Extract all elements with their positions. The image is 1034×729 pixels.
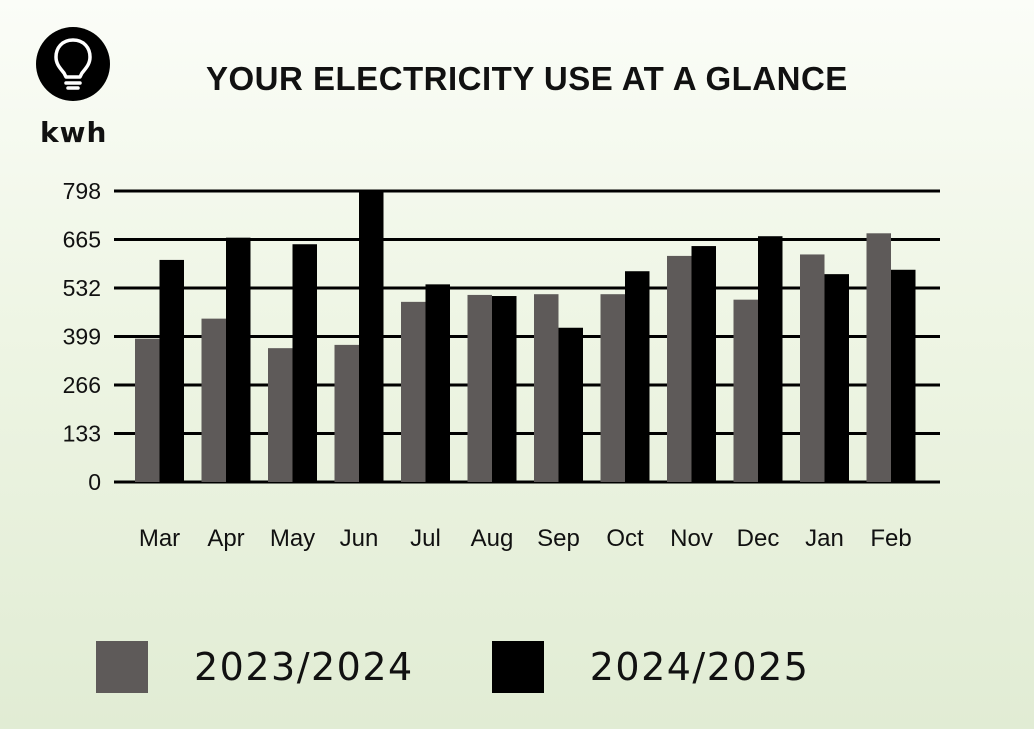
x-tick-label: Oct [606,525,644,552]
x-tick-label: Nov [670,525,713,552]
x-tick-label: Feb [870,525,911,552]
lightbulb-icon [36,27,110,101]
x-tick-label: Aug [471,525,514,552]
bars [135,191,916,482]
bar-sep-series-0 [534,294,559,482]
legend-swatch-2023-2024 [96,641,148,693]
x-tick-label: Dec [737,525,780,552]
y-tick-label: 532 [63,275,101,301]
bar-nov-series-1 [691,246,716,482]
bar-feb-series-1 [891,269,916,482]
x-tick-label: Jan [805,525,844,552]
chart-title: YOUR ELECTRICITY USE AT A GLANCE [206,60,848,97]
bar-may-series-0 [268,348,293,482]
legend-item-2023-2024: 2023/2024 [96,641,414,693]
bar-dec-series-0 [733,299,758,482]
x-tick-label: Sep [537,525,580,552]
bar-jan-series-0 [800,254,825,482]
x-tick-label: Apr [207,525,244,552]
bar-may-series-1 [292,244,317,482]
unit-label: kwh [40,116,108,149]
y-axis-ticks: 0 133 266 399 532 665 798 [63,178,101,495]
bar-oct-series-0 [600,294,625,482]
bar-aug-series-1 [492,296,517,482]
bar-mar-series-1 [159,259,184,482]
bar-jul-series-0 [401,301,426,482]
x-tick-label: May [270,525,315,552]
y-tick-label: 266 [63,372,101,398]
y-tick-label: 0 [88,469,101,495]
y-tick-label: 399 [63,324,101,350]
bar-dec-series-1 [758,236,783,482]
y-tick-label: 133 [63,421,101,447]
legend-item-2024-2025: 2024/2025 [491,641,810,693]
y-tick-label: 798 [63,178,101,204]
bar-apr-series-0 [201,318,226,482]
legend: 2023/2024 2024/2025 [96,640,809,694]
x-axis-ticks: Mar Apr May Jun Jul Aug Sep Oct Nov Dec Jan Feb [139,525,912,552]
bar-apr-series-1 [226,237,251,482]
bar-sep-series-1 [558,327,583,482]
bar-mar-series-0 [135,338,160,482]
legend-label-2024-2025: 2024/2025 [589,645,810,689]
bar-oct-series-1 [625,271,650,482]
bar-jun-series-1 [359,191,384,482]
y-tick-label: 665 [63,227,101,253]
x-tick-label: Jul [410,525,441,552]
x-tick-label: Mar [139,525,180,552]
legend-swatch-2024-2025 [491,641,544,693]
bar-feb-series-0 [866,233,891,482]
bar-aug-series-0 [467,294,492,482]
bar-jan-series-1 [824,274,849,482]
bar-nov-series-0 [667,255,692,482]
bar-jun-series-0 [334,344,359,482]
x-tick-label: Jun [340,525,379,552]
bar-jul-series-1 [425,284,450,482]
legend-label-2023-2024: 2023/2024 [194,645,414,689]
